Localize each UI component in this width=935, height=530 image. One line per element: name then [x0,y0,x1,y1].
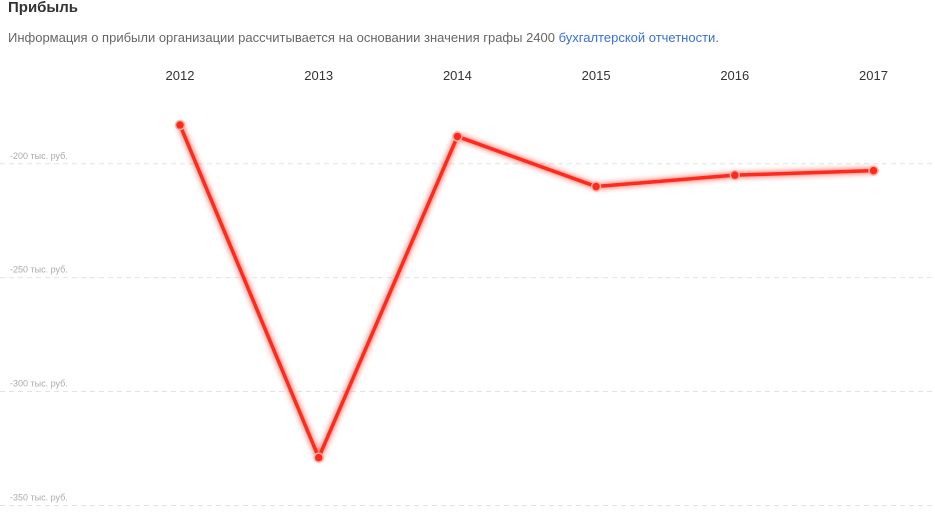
subtitle-text: Информация о прибыли организации рассчит… [8,30,555,45]
point [590,181,602,192]
point [729,169,741,181]
line [178,124,874,460]
chart-title: Прибыль [8,0,78,16]
y-tick-label: -200 тыс. руб. [10,151,68,161]
x-tick-label: 2017 [859,68,888,83]
y-tick-label: -350 тыс. руб. [10,492,68,502]
point [174,119,186,131]
x-tick-label: 2016 [720,68,749,83]
subtitle-link[interactable]: бухгалтерской отчетности [559,30,716,45]
subtitle-end: . [715,30,719,45]
subtitle: Информация о прибыли организации рассчит… [8,30,719,45]
point [868,165,879,176]
x-tick-label: 2015 [582,68,611,83]
x-tick-label: 2012 [166,68,195,83]
x-tick-label: 2013 [304,68,333,83]
point [313,452,324,463]
y-tick-label: -300 тыс. руб. [10,379,68,389]
point [452,131,463,142]
x-tick-label: 2014 [443,68,472,83]
y-tick-label: -250 тыс. руб. [10,265,68,275]
